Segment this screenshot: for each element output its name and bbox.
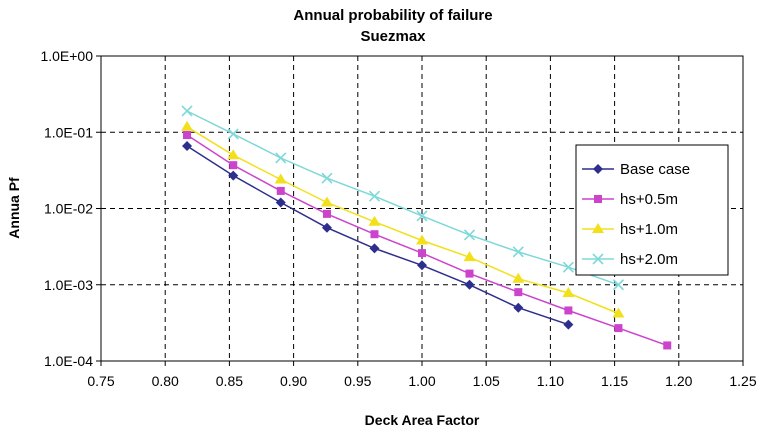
legend-label: hs+2.0m bbox=[620, 251, 678, 268]
data-point bbox=[592, 223, 604, 233]
y-tick-label: 1.0E+00 bbox=[40, 48, 93, 64]
data-point bbox=[181, 120, 194, 131]
y-tick-label: 1.0E-01 bbox=[44, 124, 93, 140]
data-point bbox=[276, 186, 285, 195]
data-point bbox=[512, 272, 525, 283]
x-tick-label: 0.95 bbox=[344, 373, 371, 389]
data-point bbox=[614, 324, 623, 333]
data-point bbox=[612, 279, 625, 291]
data-point bbox=[593, 164, 603, 174]
data-point bbox=[369, 243, 380, 254]
data-point bbox=[563, 319, 574, 330]
data-point bbox=[592, 253, 604, 265]
data-point bbox=[228, 170, 239, 181]
data-point bbox=[463, 251, 476, 262]
data-point bbox=[465, 269, 474, 278]
x-axis-ticks: 0.75 0.80 0.85 0.90 0.95 1.00 1.05 1.10 1.15 1.20… bbox=[87, 361, 757, 389]
data-point bbox=[322, 209, 331, 218]
legend-item: Base case bbox=[582, 161, 690, 178]
data-point bbox=[564, 306, 573, 315]
data-point bbox=[416, 234, 428, 245]
data-point bbox=[183, 131, 192, 140]
data-point bbox=[663, 341, 672, 350]
data-point bbox=[418, 249, 426, 258]
data-point bbox=[370, 230, 379, 239]
data-point bbox=[368, 215, 381, 226]
data-point bbox=[594, 195, 602, 203]
y-tick-label: 1.0E-04 bbox=[44, 353, 93, 369]
data-point bbox=[416, 210, 428, 222]
data-point bbox=[463, 229, 476, 241]
legend-label: hs+1.0m bbox=[620, 221, 678, 238]
series-2 bbox=[183, 131, 672, 350]
data-point bbox=[612, 307, 625, 318]
x-tick-label: 1.10 bbox=[537, 373, 564, 389]
data-point bbox=[274, 173, 287, 184]
y-axis-label: Annua Pf bbox=[6, 177, 22, 239]
data-point bbox=[562, 261, 574, 273]
x-tick-label: 0.80 bbox=[152, 373, 179, 389]
data-point bbox=[275, 152, 287, 164]
x-tick-label: 0.85 bbox=[216, 373, 243, 389]
legend-box bbox=[575, 144, 729, 276]
data-point bbox=[368, 190, 381, 202]
legend: Base case hs+0.5m hs+1.0m hs+2.0m bbox=[575, 144, 729, 276]
x-tick-label: 0.75 bbox=[87, 373, 114, 389]
chart-title: Annual probability of failure bbox=[293, 7, 492, 24]
y-tick-label: 1.0E-02 bbox=[44, 201, 93, 217]
y-axis-ticks: 1.0E-04 1.0E-03 1.0E-02 1.0E-01 1.0E+00 bbox=[40, 48, 101, 369]
data-point bbox=[417, 260, 427, 271]
chart-subtitle: Suezmax bbox=[360, 28, 426, 45]
data-point bbox=[320, 196, 333, 207]
series-layer bbox=[181, 105, 672, 350]
data-point bbox=[275, 197, 286, 208]
legend-item: hs+1.0m bbox=[582, 221, 678, 238]
data-point bbox=[514, 288, 523, 297]
y-tick-label: 1.0E-03 bbox=[44, 277, 93, 293]
data-point bbox=[181, 105, 193, 117]
series-4 bbox=[181, 105, 625, 291]
data-point bbox=[321, 222, 332, 233]
series-line bbox=[186, 110, 619, 286]
x-tick-label: 1.20 bbox=[665, 373, 692, 389]
x-tick-label: 1.05 bbox=[473, 373, 500, 389]
data-point bbox=[512, 246, 524, 258]
data-point bbox=[229, 161, 238, 170]
x-axis-label: Deck Area Factor bbox=[365, 412, 480, 428]
legend-label: Base case bbox=[620, 161, 690, 178]
series-1 bbox=[182, 141, 574, 330]
legend-label: hs+0.5m bbox=[620, 191, 678, 208]
data-point bbox=[513, 302, 524, 313]
x-tick-label: 1.25 bbox=[729, 373, 756, 389]
data-point bbox=[227, 149, 240, 160]
data-point bbox=[464, 279, 475, 290]
legend-item: hs+0.5m bbox=[582, 191, 678, 208]
series-line bbox=[186, 126, 619, 315]
data-point bbox=[562, 286, 575, 297]
legend-item: hs+2.0m bbox=[582, 251, 678, 268]
x-tick-label: 1.15 bbox=[601, 373, 628, 389]
data-point bbox=[321, 172, 333, 184]
series-3 bbox=[181, 120, 625, 318]
x-tick-label: 0.90 bbox=[280, 373, 307, 389]
x-tick-label: 1.00 bbox=[408, 373, 435, 389]
data-point bbox=[227, 128, 239, 140]
data-point bbox=[182, 141, 193, 152]
